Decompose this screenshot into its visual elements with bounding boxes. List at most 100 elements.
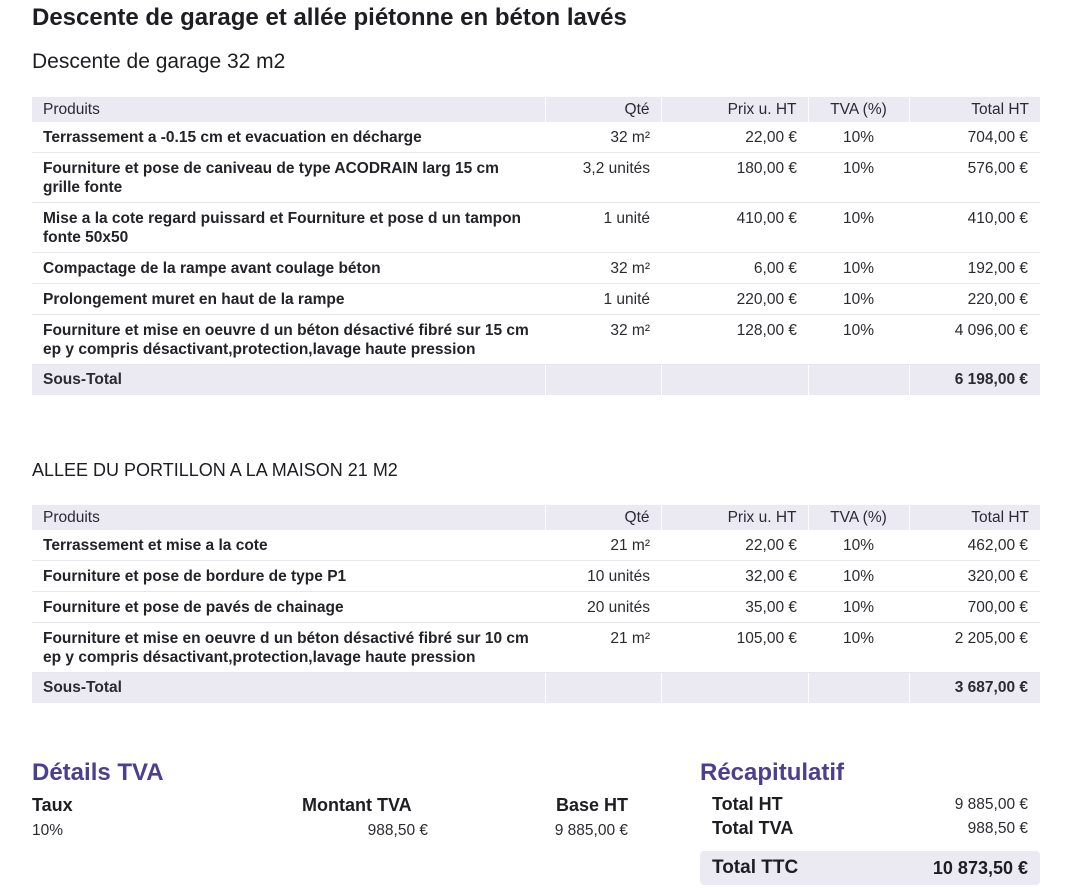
table-row: Fourniture et mise en oeuvre d un béton … xyxy=(32,314,1040,365)
subtotal-row: Sous-Total 3 687,00 € xyxy=(32,672,1040,703)
header-tva: TVA (%) xyxy=(807,97,909,122)
tva-details-title: Détails TVA xyxy=(32,759,164,786)
header-produits: Produits xyxy=(32,97,545,122)
row-quantity: 3,2 unités xyxy=(545,152,661,203)
row-total: 2 205,00 € xyxy=(909,622,1040,673)
row-unit-price: 6,00 € xyxy=(661,252,808,284)
row-quantity: 32 m² xyxy=(545,252,661,284)
row-tva: 10% xyxy=(808,314,909,365)
table-row: Fourniture et mise en oeuvre d un béton … xyxy=(32,622,1040,673)
tva-montant-value: 988,50 € xyxy=(367,822,428,839)
row-total: 410,00 € xyxy=(909,202,1040,253)
header-prix: Prix u. HT xyxy=(660,505,808,530)
recap-total-ht-value: 9 885,00 € xyxy=(954,796,1028,813)
row-tva: 10% xyxy=(808,202,909,253)
row-tva: 10% xyxy=(808,283,909,315)
row-tva: 10% xyxy=(808,622,909,673)
row-quantity: 32 m² xyxy=(545,314,661,365)
table-row: Mise a la cote regard puissard et Fourni… xyxy=(32,202,1040,253)
row-quantity: 1 unité xyxy=(545,202,661,253)
tva-col-base: Base HT xyxy=(555,795,628,815)
subtotal-label: Sous-Total xyxy=(32,364,545,395)
row-tva: 10% xyxy=(808,560,909,592)
recap-title: Récapitulatif xyxy=(700,759,845,786)
row-tva: 10% xyxy=(808,530,909,561)
row-total: 462,00 € xyxy=(909,530,1040,561)
row-description: Mise a la cote regard puissard et Fourni… xyxy=(32,202,545,253)
tva-col-montant: Montant TVA xyxy=(302,795,412,815)
row-unit-price: 22,00 € xyxy=(661,122,808,153)
row-unit-price: 128,00 € xyxy=(661,314,808,365)
recap-total-tva-value: 988,50 € xyxy=(967,820,1028,837)
row-total: 192,00 € xyxy=(909,252,1040,284)
header-total: Total HT xyxy=(908,505,1040,530)
row-unit-price: 22,00 € xyxy=(661,530,808,561)
row-unit-price: 180,00 € xyxy=(661,152,808,203)
row-description: Fourniture et mise en oeuvre d un béton … xyxy=(32,314,545,365)
recap-total-ht-label: Total HT xyxy=(712,794,783,814)
table-row: Fourniture et pose de caniveau de type A… xyxy=(32,152,1040,203)
row-quantity: 10 unités xyxy=(545,560,661,592)
table-row: Fourniture et pose de bordure de type P1… xyxy=(32,560,1040,592)
row-quantity: 20 unités xyxy=(545,591,661,623)
subtotal-row: Sous-Total 6 198,00 € xyxy=(32,364,1040,395)
subtotal-label: Sous-Total xyxy=(32,672,545,703)
header-tva: TVA (%) xyxy=(807,505,909,530)
recap-total-tva-label: Total TVA xyxy=(712,818,794,838)
header-prix: Prix u. HT xyxy=(660,97,808,122)
recap-total-ht: Total HT 9 885,00 € xyxy=(700,794,1040,816)
table-row: Terrassement a -0.15 cm et evacuation en… xyxy=(32,122,1040,153)
row-unit-price: 220,00 € xyxy=(661,283,808,315)
row-tva: 10% xyxy=(808,152,909,203)
row-description: Fourniture et pose de bordure de type P1 xyxy=(32,560,545,592)
row-unit-price: 105,00 € xyxy=(661,622,808,673)
row-tva: 10% xyxy=(808,122,909,153)
row-tva: 10% xyxy=(808,591,909,623)
row-description: Terrassement et mise a la cote xyxy=(32,530,545,561)
tva-base-value: 9 885,00 € xyxy=(554,822,628,839)
row-tva: 10% xyxy=(808,252,909,284)
row-total: 320,00 € xyxy=(909,560,1040,592)
subtotal-value: 3 687,00 € xyxy=(908,672,1040,703)
document-title: Descente de garage et allée piétonne en … xyxy=(32,4,627,31)
table-header-row: Produits Qté Prix u. HT TVA (%) Total HT xyxy=(32,97,1040,122)
items-table-garage: Produits Qté Prix u. HT TVA (%) Total HT… xyxy=(32,97,1040,395)
items-table-allee: Produits Qté Prix u. HT TVA (%) Total HT… xyxy=(32,505,1040,703)
tva-col-taux: Taux xyxy=(32,795,73,815)
header-qte: Qté xyxy=(544,505,661,530)
row-quantity: 21 m² xyxy=(545,622,661,673)
row-unit-price: 32,00 € xyxy=(661,560,808,592)
row-description: Compactage de la rampe avant coulage bét… xyxy=(32,252,545,284)
row-description: Fourniture et pose de caniveau de type A… xyxy=(32,152,545,203)
recap-total-ttc-label: Total TTC xyxy=(712,857,799,878)
header-produits: Produits xyxy=(32,505,545,530)
section-title-garage: Descente de garage 32 m2 xyxy=(32,50,286,73)
header-total: Total HT xyxy=(908,97,1040,122)
table-row: Prolongement muret en haut de la rampe 1… xyxy=(32,283,1040,315)
table-row: Terrassement et mise a la cote 21 m² 22,… xyxy=(32,530,1040,561)
table-row: Fourniture et pose de pavés de chainage … xyxy=(32,591,1040,623)
subtotal-value: 6 198,00 € xyxy=(908,364,1040,395)
row-description: Prolongement muret en haut de la rampe xyxy=(32,283,545,315)
row-description: Fourniture et mise en oeuvre d un béton … xyxy=(32,622,545,673)
header-qte: Qté xyxy=(544,97,661,122)
recap-total-ttc-value: 10 873,50 € xyxy=(932,858,1028,878)
row-quantity: 32 m² xyxy=(545,122,661,153)
section-title-allee: ALLEE DU PORTILLON A LA MAISON 21 M2 xyxy=(32,460,398,480)
table-header-row: Produits Qté Prix u. HT TVA (%) Total HT xyxy=(32,505,1040,530)
row-total: 704,00 € xyxy=(909,122,1040,153)
row-description: Fourniture et pose de pavés de chainage xyxy=(32,591,545,623)
row-quantity: 1 unité xyxy=(545,283,661,315)
table-row: Compactage de la rampe avant coulage bét… xyxy=(32,252,1040,284)
row-description: Terrassement a -0.15 cm et evacuation en… xyxy=(32,122,545,153)
row-unit-price: 410,00 € xyxy=(661,202,808,253)
row-total: 220,00 € xyxy=(909,283,1040,315)
row-total: 576,00 € xyxy=(909,152,1040,203)
row-quantity: 21 m² xyxy=(545,530,661,561)
recap-total-tva: Total TVA 988,50 € xyxy=(700,818,1040,840)
row-unit-price: 35,00 € xyxy=(661,591,808,623)
row-total: 700,00 € xyxy=(909,591,1040,623)
row-total: 4 096,00 € xyxy=(909,314,1040,365)
tva-taux-value: 10% xyxy=(32,822,64,839)
recap-total-ttc: Total TTC 10 873,50 € xyxy=(700,851,1040,885)
